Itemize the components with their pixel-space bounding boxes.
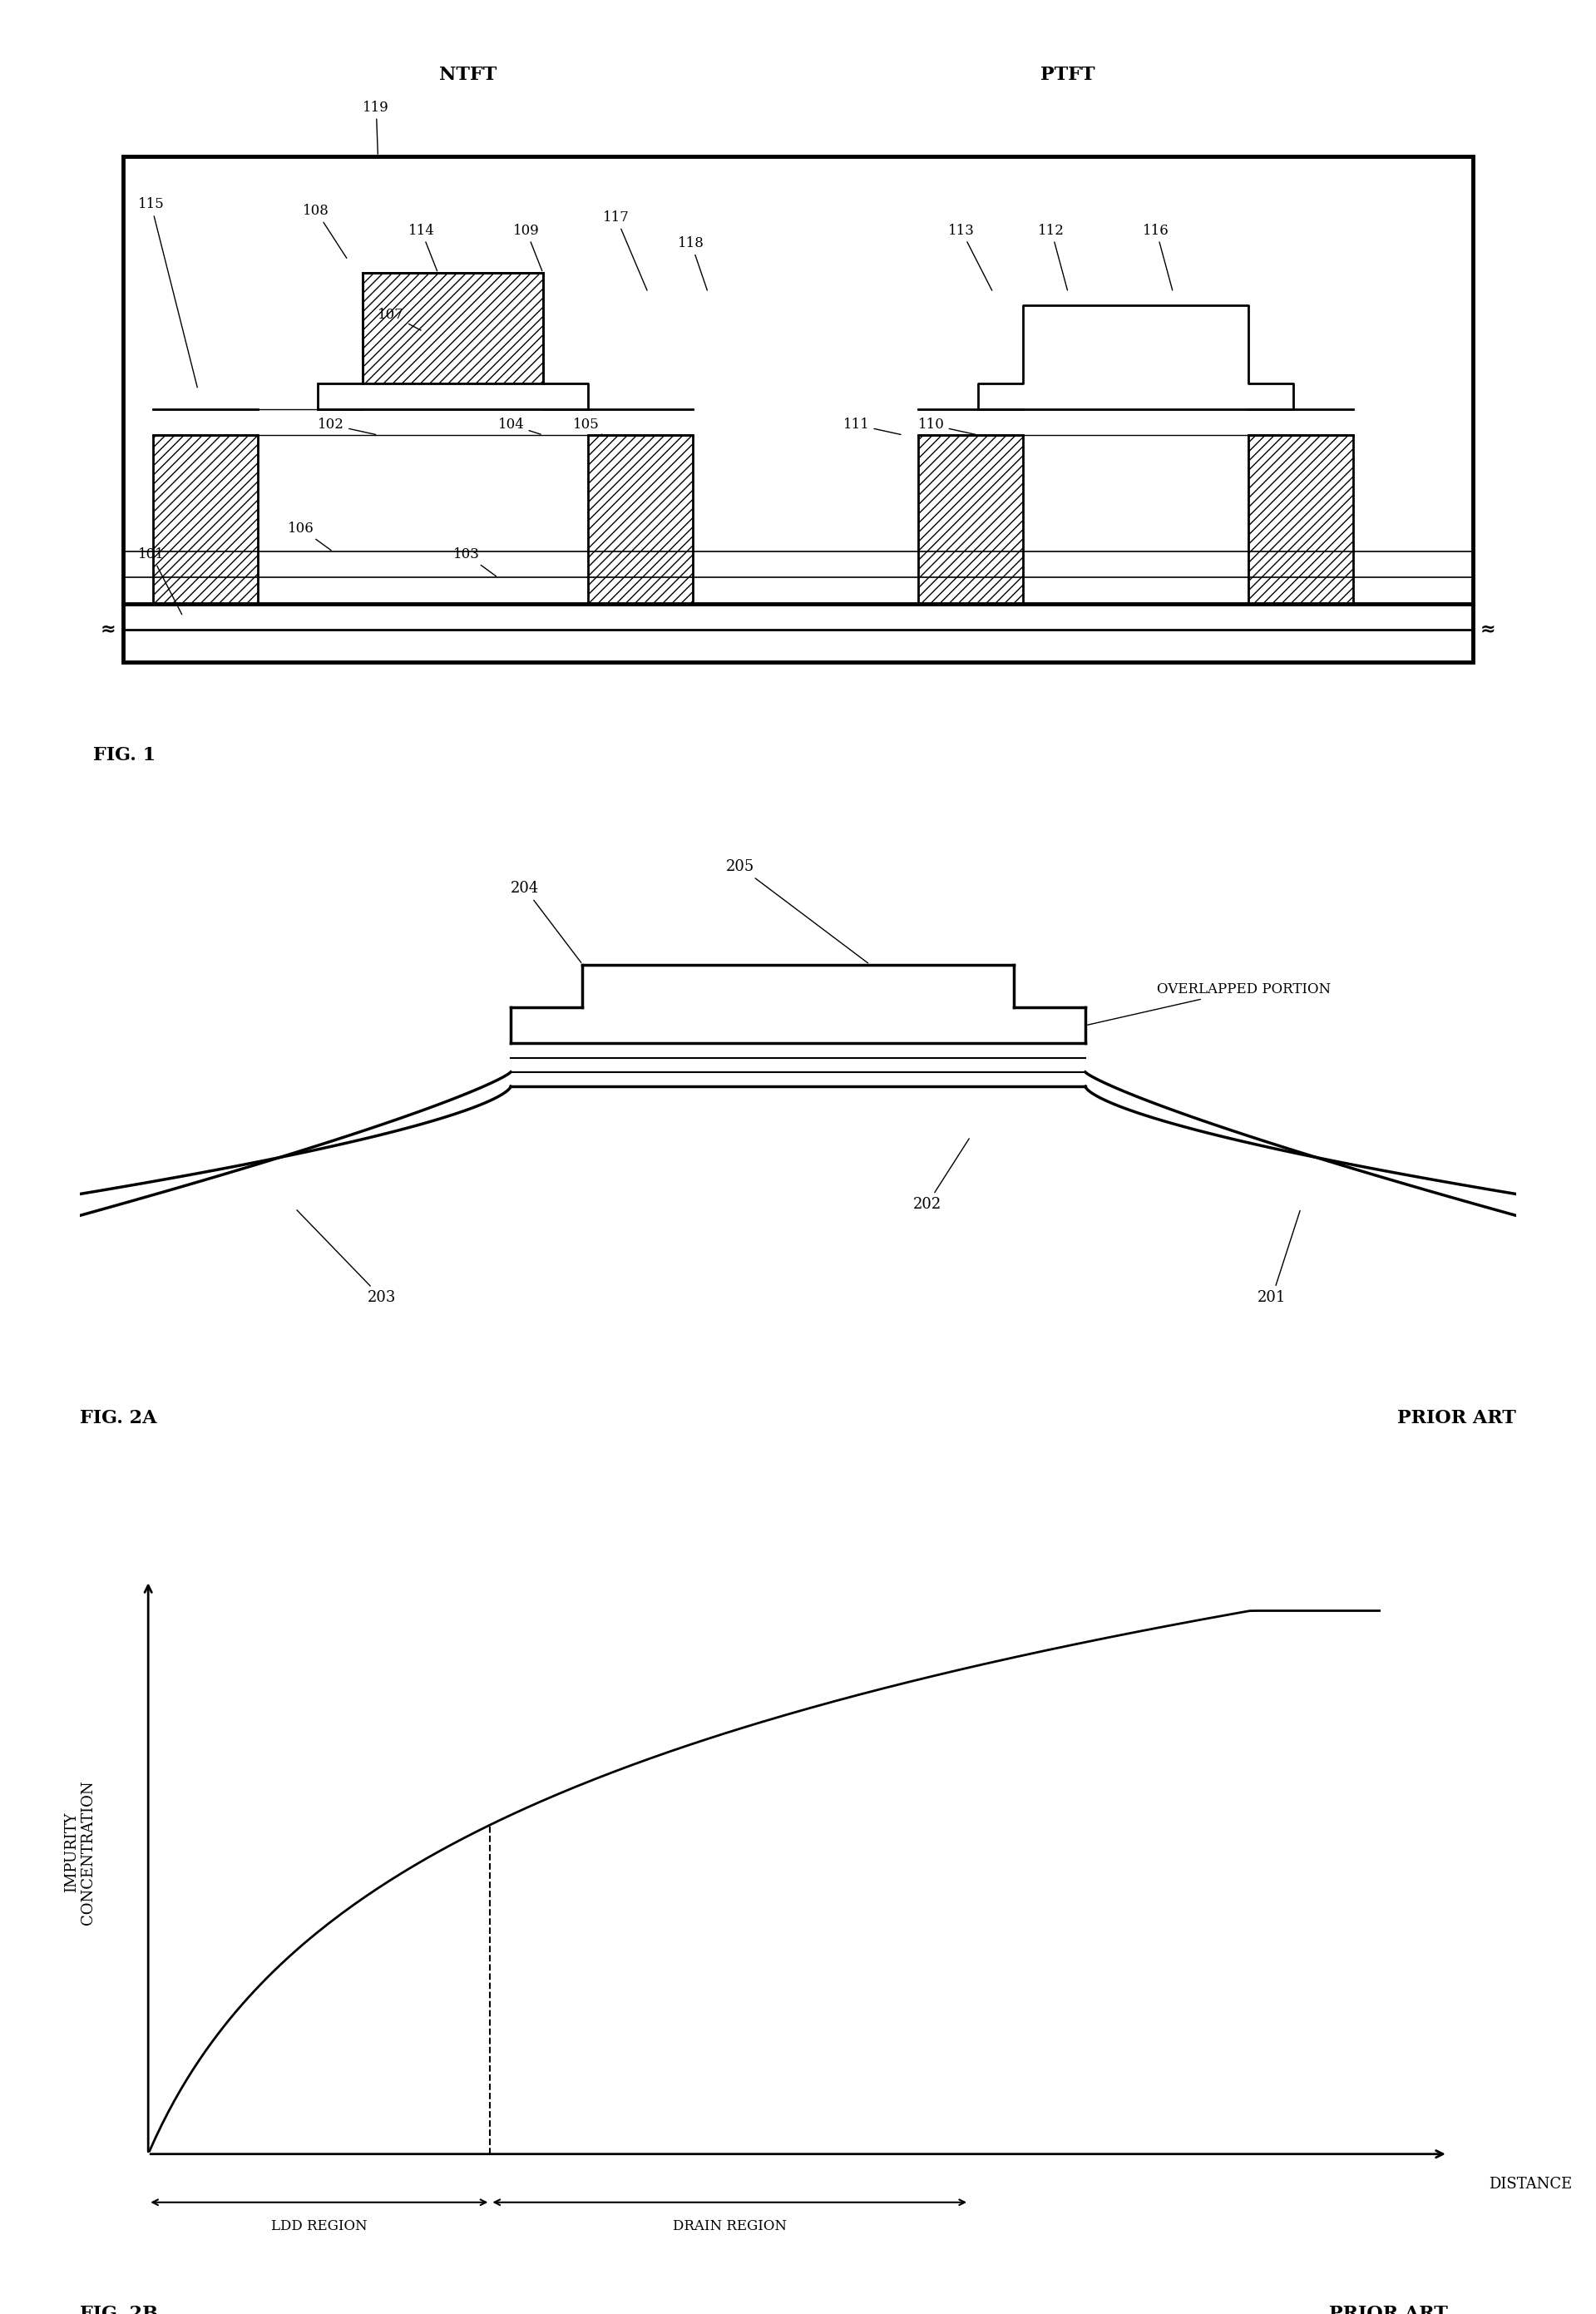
Text: 108: 108 <box>303 204 346 259</box>
Text: PRIOR ART: PRIOR ART <box>1398 1409 1516 1428</box>
Polygon shape <box>153 435 259 604</box>
Text: ≈: ≈ <box>101 620 115 639</box>
Text: OVERLAPPED PORTION: OVERLAPPED PORTION <box>1087 983 1331 1025</box>
Text: 116: 116 <box>1143 224 1173 289</box>
Text: 102: 102 <box>318 419 375 435</box>
Text: 115: 115 <box>137 197 198 386</box>
Text: FIG. 1: FIG. 1 <box>93 745 155 764</box>
Text: 119: 119 <box>362 100 389 155</box>
Text: 114: 114 <box>409 224 437 271</box>
Text: FIG. 2A: FIG. 2A <box>80 1409 156 1428</box>
Text: 110: 110 <box>918 419 975 435</box>
FancyBboxPatch shape <box>123 157 1473 662</box>
Text: 106: 106 <box>287 521 330 551</box>
Text: 103: 103 <box>453 548 496 576</box>
Text: 105: 105 <box>573 419 603 435</box>
Polygon shape <box>1248 435 1353 604</box>
Bar <box>362 273 543 384</box>
Text: IMPURITY
CONCENTRATION: IMPURITY CONCENTRATION <box>64 1779 96 1925</box>
Polygon shape <box>918 435 1023 604</box>
Text: 117: 117 <box>603 211 646 289</box>
Text: NTFT: NTFT <box>439 65 496 83</box>
Text: LDD REGION: LDD REGION <box>271 2219 367 2233</box>
Text: 109: 109 <box>512 224 543 271</box>
Text: 205: 205 <box>726 858 868 963</box>
Text: 112: 112 <box>1037 224 1068 289</box>
Text: 107: 107 <box>378 308 421 331</box>
Text: 113: 113 <box>948 224 993 292</box>
Text: DISTANCE: DISTANCE <box>1489 2177 1572 2191</box>
Text: 201: 201 <box>1258 1210 1301 1305</box>
Text: PTFT: PTFT <box>1041 65 1095 83</box>
Text: 203: 203 <box>297 1210 396 1305</box>
Text: 111: 111 <box>843 419 900 435</box>
Text: 204: 204 <box>511 882 581 963</box>
Text: DRAIN REGION: DRAIN REGION <box>672 2219 787 2233</box>
Text: FIG. 2B: FIG. 2B <box>80 2305 158 2314</box>
Polygon shape <box>1023 305 1248 384</box>
Text: PRIOR ART: PRIOR ART <box>1329 2305 1448 2314</box>
Text: ≈: ≈ <box>1481 620 1495 639</box>
Text: 104: 104 <box>498 419 541 435</box>
Text: 118: 118 <box>678 236 707 289</box>
Text: 101: 101 <box>137 548 182 616</box>
Text: 202: 202 <box>913 1138 969 1213</box>
Polygon shape <box>587 435 693 604</box>
